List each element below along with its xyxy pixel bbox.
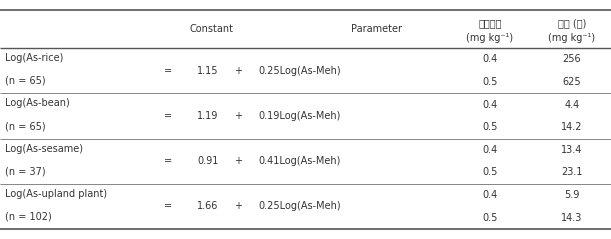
Text: Log(As-rice): Log(As-rice) <box>5 53 64 63</box>
Text: Parameter: Parameter <box>351 24 402 34</box>
Text: 0.25Log(As-Meh): 0.25Log(As-Meh) <box>258 66 342 76</box>
Text: 0.4: 0.4 <box>482 190 497 200</box>
Text: Constant: Constant <box>189 24 233 34</box>
Text: 14.3: 14.3 <box>562 213 583 223</box>
Text: 23.1: 23.1 <box>562 168 583 177</box>
Text: 0.5: 0.5 <box>482 122 498 132</box>
Text: 1.15: 1.15 <box>197 66 219 76</box>
Text: 0.4: 0.4 <box>482 54 497 64</box>
Text: 0.5: 0.5 <box>482 168 498 177</box>
Text: 0.91: 0.91 <box>197 156 219 166</box>
Text: 0.5: 0.5 <box>482 213 498 223</box>
Text: (n = 65): (n = 65) <box>5 76 46 86</box>
Text: =: = <box>164 156 172 166</box>
Text: 기준 (안): 기준 (안) <box>558 18 586 28</box>
Text: +: + <box>234 156 242 166</box>
Text: 4.4: 4.4 <box>565 100 580 109</box>
Text: (n = 65): (n = 65) <box>5 121 46 131</box>
Text: 1.66: 1.66 <box>197 201 219 211</box>
Text: 256: 256 <box>563 54 581 64</box>
Text: +: + <box>234 66 242 76</box>
Text: 625: 625 <box>563 77 581 87</box>
Text: 0.4: 0.4 <box>482 145 497 155</box>
Text: (n = 102): (n = 102) <box>5 212 52 222</box>
Text: +: + <box>234 201 242 211</box>
Text: 14.2: 14.2 <box>562 122 583 132</box>
Text: (mg kg⁻¹): (mg kg⁻¹) <box>466 33 514 43</box>
Text: 0.25Log(As-Meh): 0.25Log(As-Meh) <box>258 201 342 211</box>
Text: =: = <box>164 201 172 211</box>
Text: 비소기준: 비소기준 <box>478 18 502 28</box>
Text: 5.9: 5.9 <box>565 190 580 200</box>
Text: +: + <box>234 111 242 121</box>
Text: 1.19: 1.19 <box>197 111 219 121</box>
Text: Log(As-upland plant): Log(As-upland plant) <box>5 189 107 199</box>
Text: 0.5: 0.5 <box>482 77 498 87</box>
Text: (mg kg⁻¹): (mg kg⁻¹) <box>549 33 596 43</box>
Text: 13.4: 13.4 <box>562 145 583 155</box>
Text: Log(As-bean): Log(As-bean) <box>5 98 70 109</box>
Text: =: = <box>164 66 172 76</box>
Text: Log(As-sesame): Log(As-sesame) <box>5 144 83 154</box>
Text: (n = 37): (n = 37) <box>5 166 46 176</box>
Text: 0.19Log(As-Meh): 0.19Log(As-Meh) <box>259 111 341 121</box>
Text: =: = <box>164 111 172 121</box>
Text: 0.4: 0.4 <box>482 100 497 109</box>
Text: 0.41Log(As-Meh): 0.41Log(As-Meh) <box>259 156 341 166</box>
